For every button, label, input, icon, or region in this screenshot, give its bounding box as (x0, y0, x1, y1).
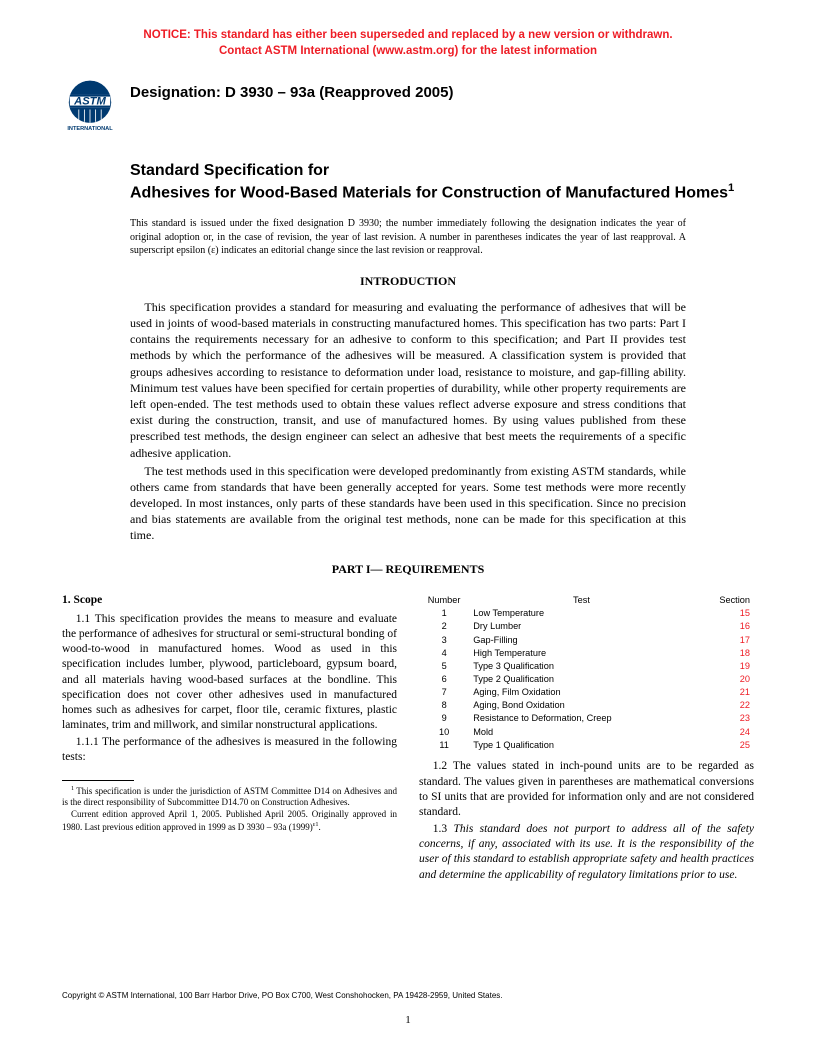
cell-section[interactable]: 18 (694, 646, 754, 659)
header-row: ASTM INTERNATIONAL Designation: D 3930 –… (62, 77, 754, 133)
cell-test: Aging, Bond Oxidation (469, 699, 693, 712)
cell-test: Type 3 Qualification (469, 659, 693, 672)
cell-test: Mold (469, 725, 693, 738)
intro-paragraph-2: The test methods used in this specificat… (130, 463, 686, 544)
cell-section[interactable]: 25 (694, 738, 754, 751)
cell-section[interactable]: 21 (694, 686, 754, 699)
table-row: 4High Temperature18 (419, 646, 754, 659)
issued-note: This standard is issued under the fixed … (130, 217, 686, 258)
cell-section[interactable]: 23 (694, 712, 754, 725)
introduction-heading: INTRODUCTION (62, 274, 754, 289)
notice-line2: Contact ASTM International (www.astm.org… (219, 45, 597, 57)
cell-number: 8 (419, 699, 469, 712)
cell-number: 3 (419, 633, 469, 646)
svg-text:ASTM: ASTM (73, 95, 106, 107)
notice-line1: NOTICE: This standard has either been su… (143, 29, 672, 41)
cell-section[interactable]: 22 (694, 699, 754, 712)
intro-paragraph-1: This specification provides a standard f… (130, 299, 686, 461)
cell-test: Dry Lumber (469, 620, 693, 633)
cell-test: Aging, Film Oxidation (469, 686, 693, 699)
cell-number: 4 (419, 646, 469, 659)
title-main: Adhesives for Wood-Based Materials for C… (130, 181, 754, 203)
cell-number: 6 (419, 673, 469, 686)
cell-number: 10 (419, 725, 469, 738)
table-row: 7Aging, Film Oxidation21 (419, 686, 754, 699)
table-row: 8Aging, Bond Oxidation22 (419, 699, 754, 712)
cell-number: 9 (419, 712, 469, 725)
cell-section[interactable]: 16 (694, 620, 754, 633)
th-test: Test (469, 593, 693, 607)
cell-section[interactable]: 19 (694, 659, 754, 672)
left-column: 1. Scope 1.1 This specification provides… (62, 593, 397, 885)
table-row: 11Type 1 Qualification25 (419, 738, 754, 751)
title-superscript: 1 (728, 182, 734, 194)
th-section: Section (694, 593, 754, 607)
table-row: 1Low Temperature15 (419, 607, 754, 620)
cell-section[interactable]: 20 (694, 673, 754, 686)
part-heading: PART I— REQUIREMENTS (62, 562, 754, 577)
scope-1.1: 1.1 This specification provides the mean… (62, 612, 397, 733)
cell-number: 2 (419, 620, 469, 633)
table-row: 5Type 3 Qualification19 (419, 659, 754, 672)
table-row: 10Mold24 (419, 725, 754, 738)
cell-test: Gap-Filling (469, 633, 693, 646)
cell-number: 1 (419, 607, 469, 620)
footnote-1: 1 This specification is under the jurisd… (62, 785, 397, 809)
notice-banner: NOTICE: This standard has either been su… (62, 28, 754, 59)
copyright-line: Copyright © ASTM International, 100 Barr… (62, 991, 754, 1000)
right-column: Number Test Section 1Low Temperature152D… (419, 593, 754, 885)
cell-test: Resistance to Deformation, Creep (469, 712, 693, 725)
svg-text:INTERNATIONAL: INTERNATIONAL (67, 126, 113, 132)
table-row: 3Gap-Filling17 (419, 633, 754, 646)
two-column-body: 1. Scope 1.1 This specification provides… (62, 593, 754, 885)
para-1.3: 1.3 This standard does not purport to ad… (419, 822, 754, 883)
cell-number: 5 (419, 659, 469, 672)
cell-test: Low Temperature (469, 607, 693, 620)
table-row: 2Dry Lumber16 (419, 620, 754, 633)
cell-number: 7 (419, 686, 469, 699)
title-block: Standard Specification for Adhesives for… (130, 161, 754, 203)
introduction-body: This specification provides a standard f… (130, 299, 686, 544)
table-row: 6Type 2 Qualification20 (419, 673, 754, 686)
cell-test: Type 1 Qualification (469, 738, 693, 751)
scope-heading: 1. Scope (62, 593, 397, 608)
cell-number: 11 (419, 738, 469, 751)
cell-test: Type 2 Qualification (469, 673, 693, 686)
astm-logo-icon: ASTM INTERNATIONAL (62, 77, 118, 133)
para-1.2: 1.2 The values stated in inch-pound unit… (419, 759, 754, 820)
title-main-text: Adhesives for Wood-Based Materials for C… (130, 184, 728, 201)
title-prefix: Standard Specification for (130, 161, 754, 181)
cell-section[interactable]: 17 (694, 633, 754, 646)
tests-table: Number Test Section 1Low Temperature152D… (419, 593, 754, 752)
table-row: 9Resistance to Deformation, Creep23 (419, 712, 754, 725)
scope-1.1.1: 1.1.1 The performance of the adhesives i… (62, 735, 397, 765)
cell-test: High Temperature (469, 646, 693, 659)
designation-text: Designation: D 3930 – 93a (Reapproved 20… (130, 84, 453, 101)
footnote-rule (62, 780, 134, 781)
cell-section[interactable]: 24 (694, 725, 754, 738)
th-number: Number (419, 593, 469, 607)
page-number: 1 (0, 1014, 816, 1026)
cell-section[interactable]: 15 (694, 607, 754, 620)
footnote-2: Current edition approved April 1, 2005. … (62, 809, 397, 833)
